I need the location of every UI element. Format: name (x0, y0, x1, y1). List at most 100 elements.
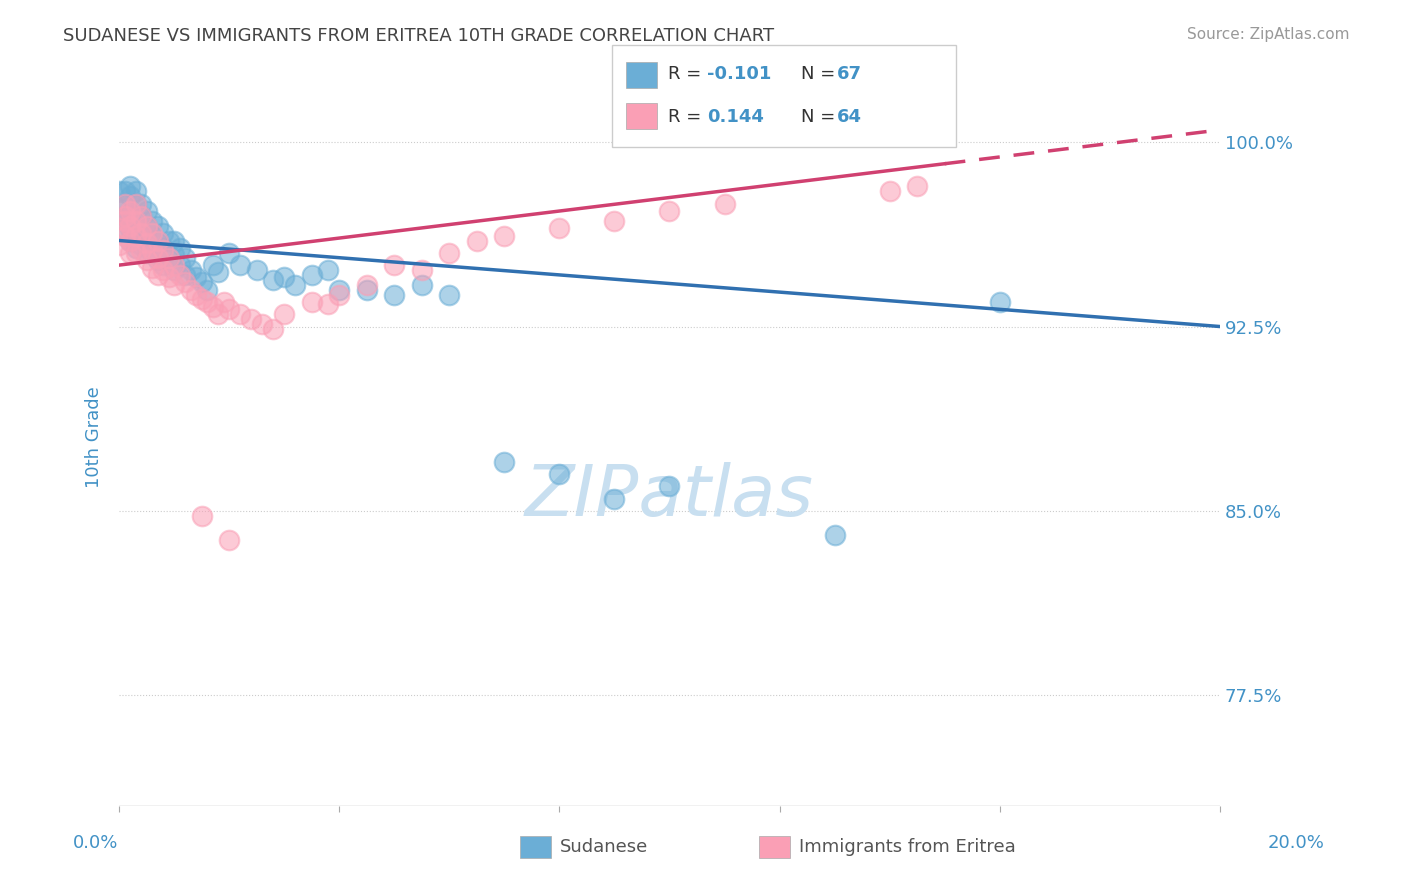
Point (125, 241, 148, 255)
Point (125, 196, 148, 211)
Point (114, 214, 136, 228)
Point (356, 283, 378, 297)
Point (195, 294, 218, 309)
Point (169, 258, 191, 272)
Point (114, 209, 136, 223)
Point (120, 179, 142, 194)
Point (988, 294, 1011, 309)
Point (146, 253, 169, 268)
Y-axis label: 10th Grade: 10th Grade (86, 386, 103, 488)
Point (146, 268, 169, 282)
Text: Source: ZipAtlas.com: Source: ZipAtlas.com (1187, 27, 1350, 42)
Text: Immigrants from Eritrea: Immigrants from Eritrea (799, 838, 1015, 856)
Point (125, 196, 148, 211)
Point (129, 226, 152, 240)
Point (658, 479, 681, 493)
Point (125, 185, 148, 199)
Point (328, 287, 350, 301)
Point (129, 209, 152, 223)
Point (174, 251, 197, 265)
Point (548, 467, 571, 481)
Point (129, 196, 152, 211)
Point (284, 277, 307, 292)
Point (207, 265, 229, 279)
Point (273, 307, 295, 321)
Point (229, 258, 252, 272)
Point (658, 204, 681, 219)
Point (146, 251, 169, 265)
Point (191, 293, 214, 307)
Text: R =: R = (668, 108, 707, 126)
Point (163, 234, 186, 248)
Text: 64: 64 (837, 108, 862, 126)
Point (191, 508, 214, 523)
Point (229, 307, 252, 321)
Point (163, 263, 186, 277)
Point (135, 253, 157, 268)
Point (146, 234, 169, 248)
Point (152, 258, 174, 272)
Point (125, 228, 148, 243)
Point (411, 277, 433, 292)
Point (439, 287, 461, 301)
Point (207, 307, 229, 321)
Point (603, 214, 626, 228)
Text: R =: R = (668, 65, 707, 83)
Point (494, 228, 516, 243)
Point (356, 277, 378, 292)
Point (603, 491, 626, 506)
Point (905, 179, 928, 194)
Point (262, 273, 284, 287)
Point (218, 302, 240, 317)
Point (114, 196, 136, 211)
Point (141, 228, 163, 243)
Point (318, 263, 340, 277)
Point (879, 185, 901, 199)
Text: ZIPatlas: ZIPatlas (524, 461, 814, 531)
Point (246, 263, 269, 277)
Point (301, 294, 323, 309)
Point (384, 258, 406, 272)
Point (301, 268, 323, 282)
Point (328, 283, 350, 297)
Point (713, 196, 735, 211)
Text: -0.101: -0.101 (707, 65, 772, 83)
Point (141, 214, 163, 228)
Point (114, 228, 136, 243)
Point (125, 214, 148, 228)
Point (157, 253, 180, 268)
Point (169, 241, 191, 255)
Text: 67: 67 (837, 65, 862, 83)
Point (163, 277, 186, 292)
Text: N =: N = (801, 65, 841, 83)
Point (108, 204, 131, 219)
Text: 0.0%: 0.0% (73, 834, 118, 852)
Point (125, 228, 148, 243)
Point (824, 528, 846, 542)
Text: 20.0%: 20.0% (1268, 834, 1324, 852)
Point (494, 455, 516, 469)
Point (120, 234, 142, 248)
Point (135, 219, 157, 233)
Point (191, 275, 214, 289)
Point (218, 245, 240, 260)
Point (120, 204, 142, 219)
Text: Sudanese: Sudanese (560, 838, 648, 856)
Point (174, 268, 197, 282)
Point (141, 226, 163, 240)
Point (212, 294, 235, 309)
Point (186, 287, 208, 301)
Point (262, 322, 284, 336)
Point (465, 234, 488, 248)
Point (157, 251, 180, 265)
Point (129, 226, 152, 240)
Point (439, 245, 461, 260)
Text: 0.144: 0.144 (707, 108, 763, 126)
Point (120, 221, 142, 235)
Point (169, 268, 191, 282)
Point (548, 221, 571, 235)
Point (129, 238, 152, 252)
Point (141, 260, 163, 275)
Point (240, 312, 263, 326)
Point (318, 297, 340, 311)
